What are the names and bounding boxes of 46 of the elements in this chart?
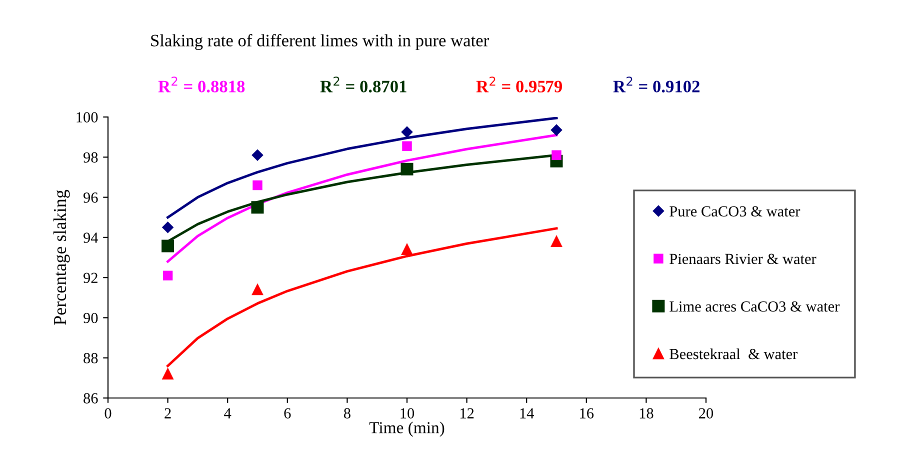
- y-axis-title: Percentage slaking: [53, 190, 70, 325]
- y-tick-label: 100: [76, 112, 98, 122]
- y-tick-label: 96: [83, 192, 98, 203]
- point: [550, 236, 562, 247]
- x-tick-label: 16: [580, 408, 594, 418]
- point: [400, 162, 414, 176]
- point: [401, 244, 413, 256]
- x-tick-label: 14: [520, 408, 534, 418]
- x-tick-label: 2: [164, 408, 171, 418]
- x-tick-label: 10: [400, 408, 414, 418]
- x-tick-label: 18: [640, 408, 654, 418]
- y-tick-label: 90: [83, 312, 98, 324]
- point: [402, 141, 412, 151]
- point: [251, 201, 264, 214]
- point: [552, 150, 562, 160]
- text: R$^{2}$ = 0.8818: [158, 76, 245, 92]
- x-tick-label: 8: [344, 408, 350, 418]
- point: [162, 368, 174, 380]
- y-tick-label: 86: [84, 393, 98, 404]
- line-series: [166, 117, 558, 219]
- y-tick-label: 98: [83, 152, 98, 163]
- legend-label: Beestekraal & water: [670, 348, 798, 360]
- point: [162, 240, 174, 252]
- text: R$^{2}$ = 0.8701: [320, 76, 406, 92]
- point: [162, 222, 174, 233]
- y-tick-label: 94: [83, 232, 98, 243]
- point: [550, 124, 562, 136]
- legend-label: Pienaars Rivier & water: [670, 254, 816, 264]
- text: R$^{2}$ = 0.9579: [476, 76, 562, 92]
- x-tick-label: 20: [699, 408, 714, 418]
- x-tick-label: 4: [224, 408, 232, 418]
- point: [252, 150, 264, 161]
- point: [252, 180, 262, 190]
- legend-label: Pure CaCO3 & water: [670, 206, 800, 217]
- text: R$^{2}$ = 0.9102: [613, 76, 700, 92]
- x-tick-label: 12: [460, 408, 474, 418]
- y-tick-label: 92: [83, 272, 98, 284]
- point: [401, 126, 413, 138]
- x-axis-title: Time (min): [369, 422, 444, 437]
- point: [252, 284, 264, 296]
- point: [162, 270, 173, 280]
- y-tick-label: 88: [84, 353, 98, 364]
- x-tick-label: 0: [104, 408, 112, 418]
- legend-label: Lime acres CaCO3 & water: [670, 301, 840, 312]
- x-tick-label: 6: [284, 408, 291, 418]
- chart-title: Slaking rate of different limes with in pure water: [151, 34, 489, 50]
